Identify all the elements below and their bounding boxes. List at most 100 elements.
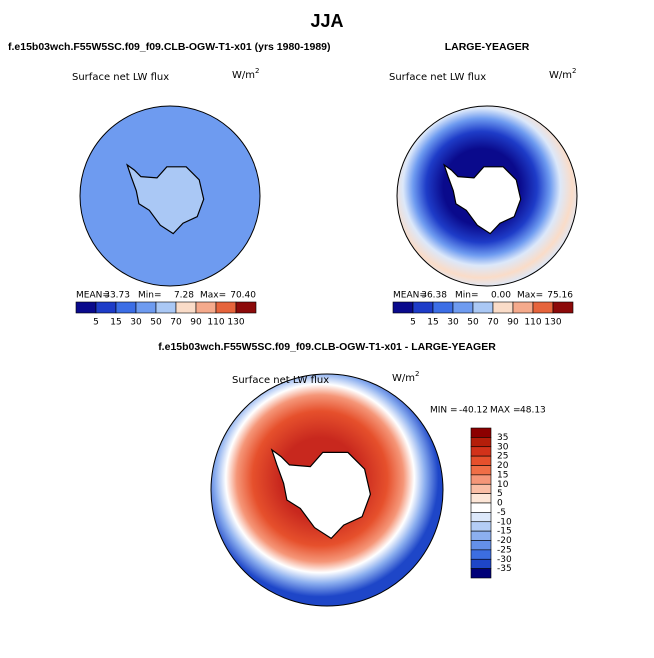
colorbar-box: [470, 483, 492, 494]
colorbar-label: 50: [467, 318, 479, 328]
stat: MEAN=: [393, 291, 427, 301]
stat: 33.73: [104, 291, 130, 301]
colorbar-box: [552, 301, 574, 314]
colorbar-label: -5: [497, 508, 506, 518]
colorbar-box: [115, 301, 137, 314]
units-base: W/m: [232, 70, 255, 81]
units-exponent: 2: [255, 67, 259, 75]
colorbar-label: 5: [93, 318, 99, 328]
colorbar-label: 50: [150, 318, 162, 328]
colorbar-box: [175, 301, 197, 314]
colorbar-box: [95, 301, 117, 314]
colorbar-box: [215, 301, 237, 314]
stat: Min=: [455, 291, 479, 301]
colorbar-box: [432, 301, 454, 314]
colorbar-label: 0: [497, 499, 503, 509]
colorbar-label: 15: [427, 318, 438, 328]
map-border: [396, 105, 578, 287]
colorbar-box: [470, 549, 492, 560]
map: [80, 106, 260, 286]
colorbar-label: 110: [207, 318, 224, 328]
panel-title: f.e15b03wch.F55W5SC.f09_f09.CLB-OGW-T1-x…: [158, 341, 496, 353]
variable-label: Surface net LW flux: [72, 72, 169, 83]
units: W/m2: [232, 67, 259, 81]
colorbar-label: -10: [497, 517, 512, 527]
colorbar-box: [155, 301, 177, 314]
colorbar-label: 30: [497, 442, 509, 452]
colorbar-label: 10: [497, 480, 509, 490]
stat: 48.13: [520, 406, 546, 416]
colorbar-box: [470, 474, 492, 485]
colorbar-label: -25: [497, 545, 512, 555]
colorbar-label: 30: [447, 318, 459, 328]
units-base: W/m: [392, 373, 415, 384]
colorbar-box: [470, 568, 492, 579]
colorbar-box: [470, 530, 492, 541]
units-exponent: 2: [572, 67, 576, 75]
colorbar-box: [195, 301, 217, 314]
variable-label: Surface net LW flux: [389, 72, 486, 83]
colorbar-label: 90: [507, 318, 519, 328]
map-border: [210, 373, 444, 607]
colorbar-label: 5: [410, 318, 416, 328]
colorbar-box: [470, 446, 492, 457]
colorbar-label: 5: [497, 489, 503, 499]
colorbar-box: [470, 455, 492, 466]
units: W/m2: [549, 67, 576, 81]
colorbar-label: -30: [497, 555, 512, 565]
map: [211, 374, 443, 606]
units-exponent: 2: [415, 370, 419, 378]
colorbar-label: 20: [497, 461, 509, 471]
stat: 7.28: [174, 291, 194, 301]
colorbar-box: [470, 558, 492, 569]
stat: MAX =: [490, 406, 521, 416]
colorbar-label: 90: [190, 318, 202, 328]
panel-title: LARGE-YEAGER: [445, 41, 530, 53]
colorbar-box: [470, 437, 492, 448]
colorbar-label: 15: [497, 470, 508, 480]
coastline: [126, 163, 205, 235]
colorbar-box: [472, 301, 494, 314]
colorbar-box: [75, 301, 97, 314]
colorbar-label: -20: [497, 536, 512, 546]
colorbar-label: -35: [497, 564, 512, 574]
stat: MIN =: [430, 406, 458, 416]
colorbar-label: -15: [497, 527, 512, 537]
colorbar-label: 70: [170, 318, 182, 328]
colorbar-label: 70: [487, 318, 499, 328]
stat: Max=: [517, 291, 543, 301]
stat: Min=: [138, 291, 162, 301]
stat: Max=: [200, 291, 226, 301]
stat: -40.12: [459, 406, 488, 416]
stat: 0.00: [491, 291, 511, 301]
colorbar-label: 35: [497, 433, 508, 443]
variable-label: Surface net LW flux: [232, 375, 329, 386]
colorbar-box: [412, 301, 434, 314]
colorbar-box: [135, 301, 157, 314]
map-border: [79, 105, 261, 287]
stat: 75.16: [547, 291, 573, 301]
colorbar-box: [470, 521, 492, 532]
units-base: W/m: [549, 70, 572, 81]
colorbar-box: [470, 427, 492, 438]
map: [397, 106, 577, 286]
colorbar-box: [492, 301, 514, 314]
panel-title: f.e15b03wch.F55W5SC.f09_f09.CLB-OGW-T1-x…: [8, 41, 331, 53]
colorbar-box: [235, 301, 257, 314]
stat: 36.38: [421, 291, 447, 301]
figure-title: JJA: [310, 11, 343, 31]
colorbar-box: [470, 502, 492, 513]
coastline: [270, 448, 372, 540]
units: W/m2: [392, 370, 419, 384]
colorbar-label: 130: [544, 318, 561, 328]
colorbar-box: [470, 493, 492, 504]
colorbar-box: [470, 512, 492, 523]
colorbar-label: 30: [130, 318, 142, 328]
colorbar-label: 110: [524, 318, 541, 328]
colorbar-label: 15: [110, 318, 121, 328]
colorbar-box: [470, 465, 492, 476]
colorbar-label: 130: [227, 318, 244, 328]
stat: 70.40: [230, 291, 256, 301]
colorbar-label: 25: [497, 452, 508, 462]
